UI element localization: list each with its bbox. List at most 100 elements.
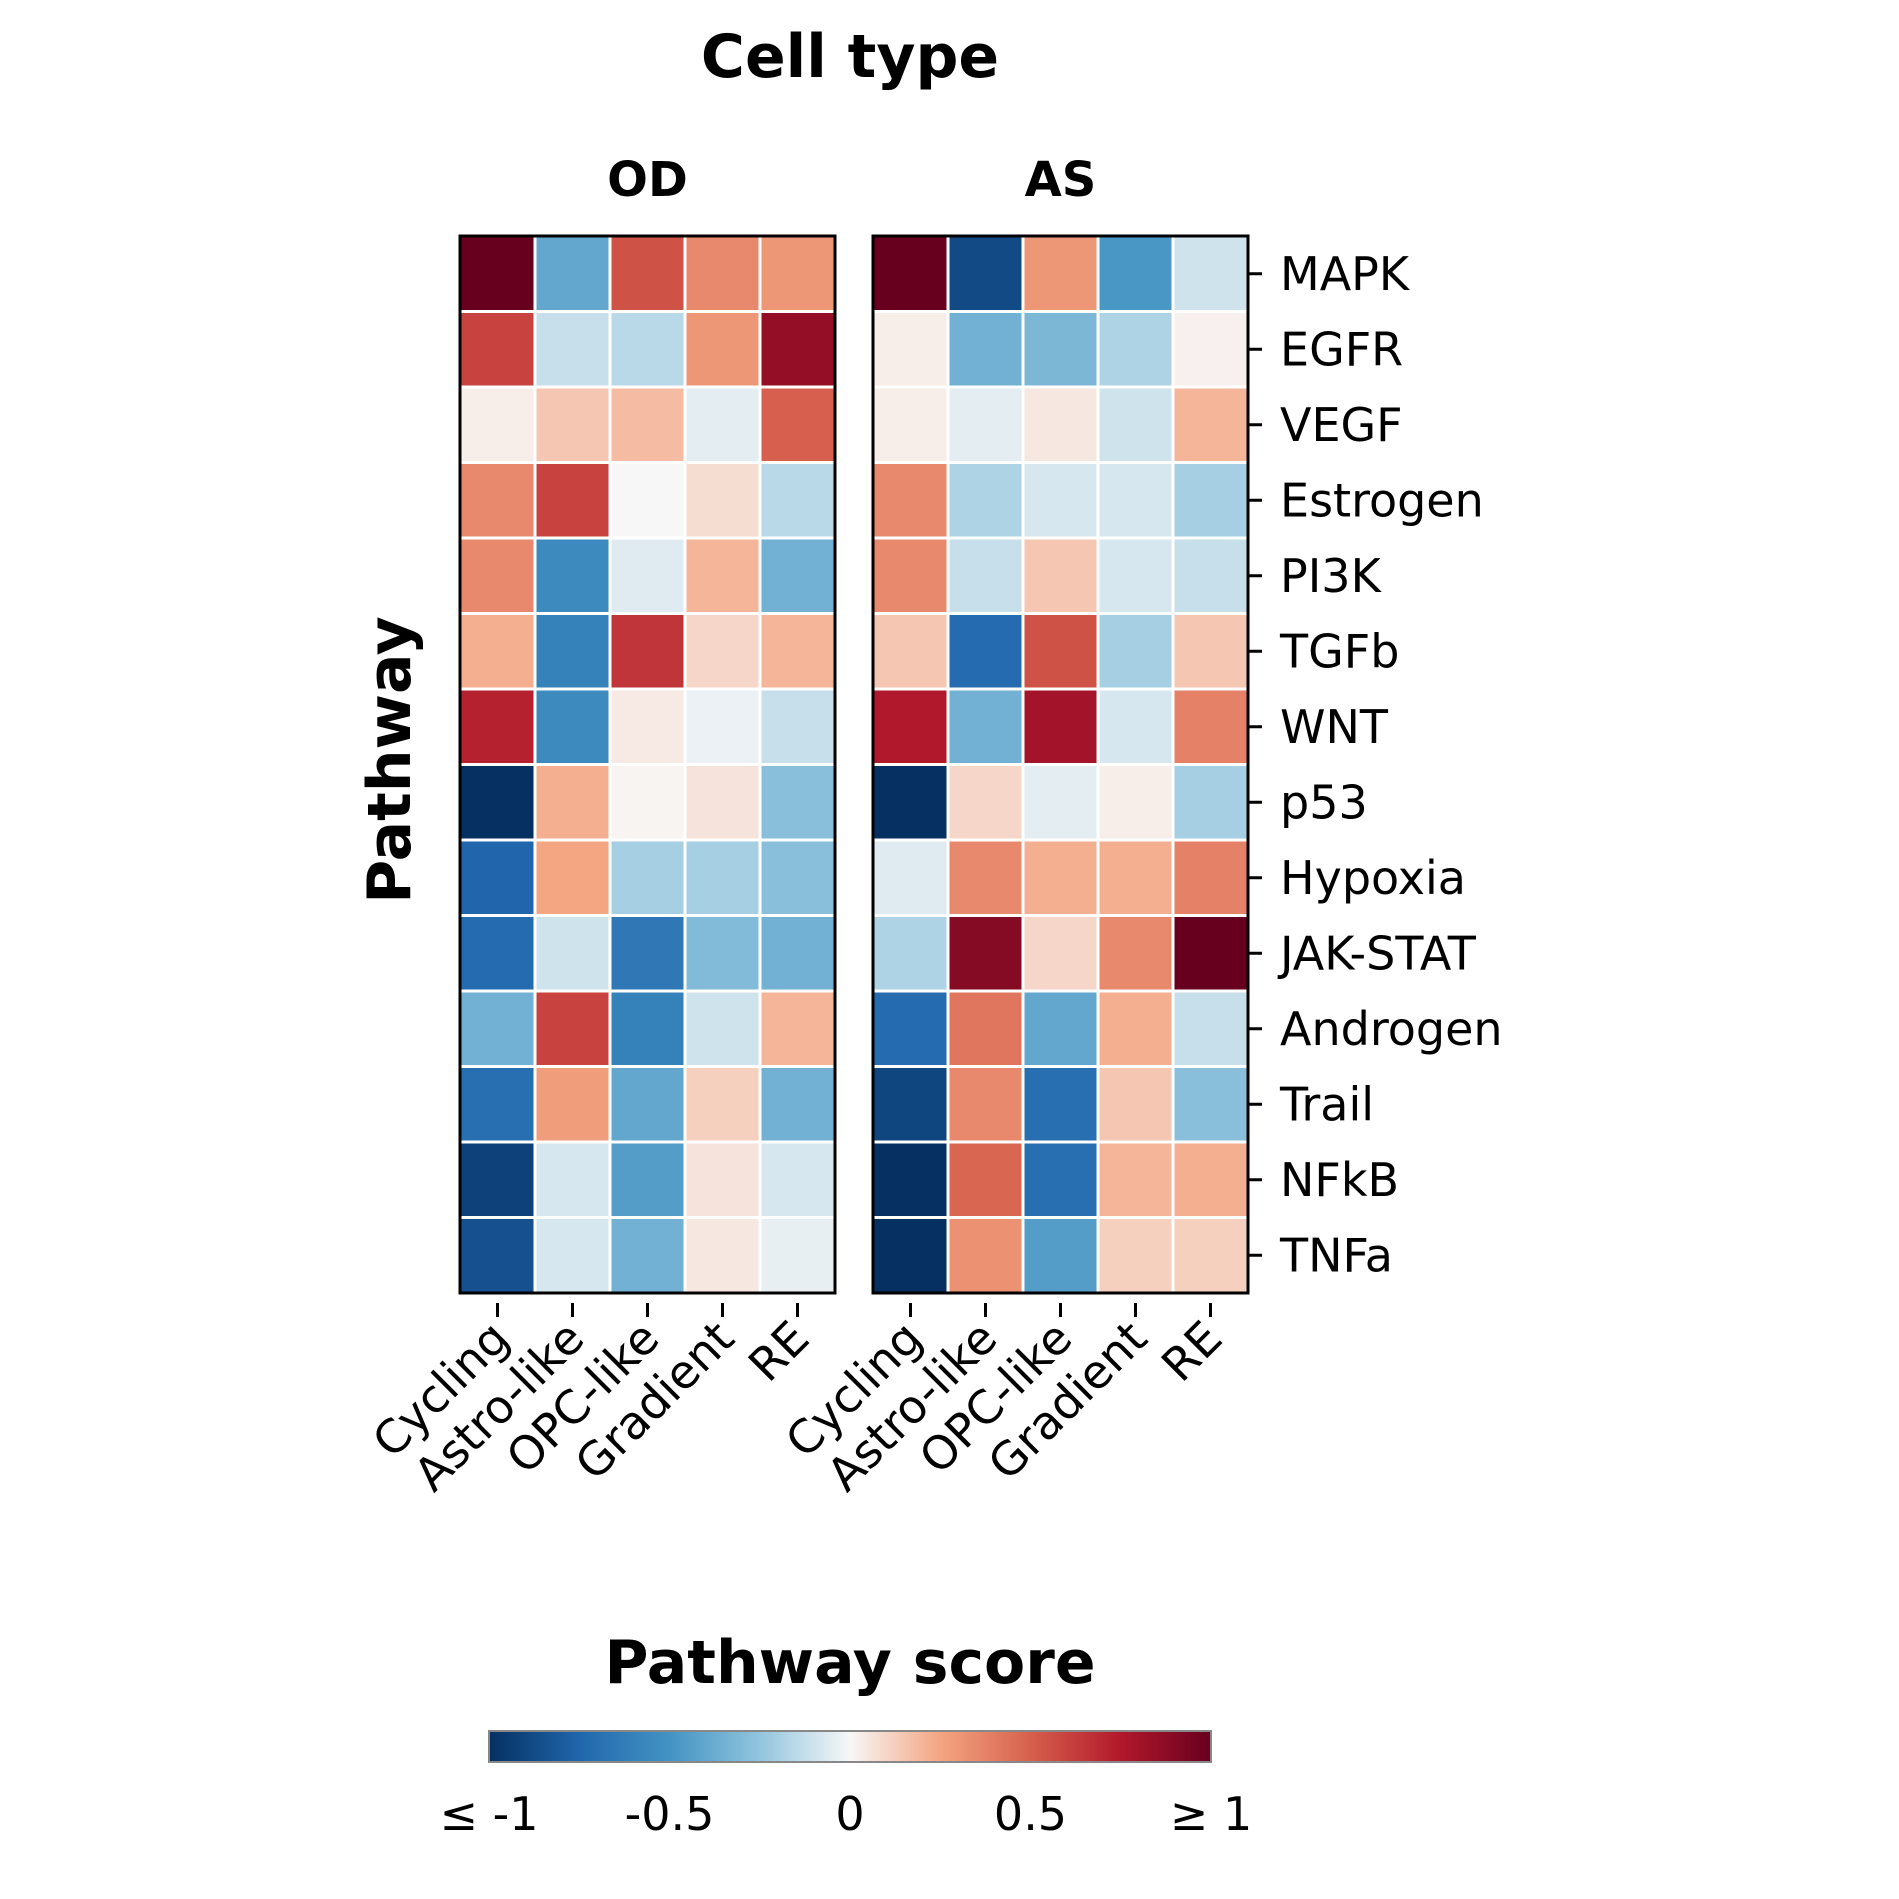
heatmap-cell: [946, 838, 1025, 917]
heatmap-cell: [683, 310, 762, 389]
heatmap-panels: ODCyclingAstro-likeOPC-likeGradientREASC…: [362, 152, 1503, 1501]
heatmap-cell: [683, 385, 762, 464]
heatmap-cell: [1171, 461, 1250, 540]
y-tick-label: PI3K: [1280, 549, 1383, 603]
heatmap-cell: [1096, 1216, 1175, 1295]
heatmap-cell: [683, 234, 762, 313]
heatmap-cell: [946, 687, 1025, 766]
heatmap-cell: [533, 687, 612, 766]
heatmap-cell: [683, 612, 762, 691]
heatmap-cell: [1021, 1216, 1100, 1295]
heatmap-cell: [533, 536, 612, 615]
heatmap-cell: [946, 461, 1025, 540]
heatmap-cell: [1171, 612, 1250, 691]
heatmap-cell: [1096, 914, 1175, 993]
colorbar-tick-label: 0: [835, 1787, 864, 1841]
heatmap-cell: [871, 1140, 950, 1219]
colorbar-title: Pathway score: [604, 1628, 1095, 1698]
colorbar-tick-label: 0.5: [994, 1787, 1067, 1841]
heatmap-cell: [458, 612, 537, 691]
heatmap-cell: [871, 914, 950, 993]
heatmap-cell: [1171, 763, 1250, 842]
heatmap-cell: [1171, 838, 1250, 917]
heatmap-cell: [608, 385, 687, 464]
x-tick-label: RE: [738, 1311, 819, 1392]
heatmap-cell: [608, 310, 687, 389]
heatmap-cell: [1021, 385, 1100, 464]
heatmap-cell: [608, 838, 687, 917]
y-tick-label: Hypoxia: [1280, 851, 1466, 905]
heatmap-cell: [533, 1065, 612, 1144]
heatmap-cell: [946, 234, 1025, 313]
heatmap-cell: [946, 1140, 1025, 1219]
heatmap-cell: [1021, 310, 1100, 389]
heatmap-cell: [458, 310, 537, 389]
heatmap-cell: [871, 536, 950, 615]
y-tick-label: Androgen: [1280, 1002, 1503, 1056]
heatmap-cell: [946, 612, 1025, 691]
heatmap-cell: [1171, 536, 1250, 615]
colorbar-gradient: [488, 1730, 1212, 1763]
heatmap-cell: [533, 234, 612, 313]
heatmap-cell: [458, 1065, 537, 1144]
heatmap-cell: [458, 914, 537, 993]
heatmap-cell: [871, 1065, 950, 1144]
heatmap-cell: [608, 914, 687, 993]
heatmap-cell: [1171, 1140, 1250, 1219]
heatmap-cell: [683, 461, 762, 540]
heatmap-cell: [1096, 1065, 1175, 1144]
heatmap-cell: [871, 612, 950, 691]
y-tick-label: TGFb: [1279, 624, 1399, 678]
heatmap-cell: [608, 687, 687, 766]
heatmap-cell: [758, 1065, 837, 1144]
heatmap-cell: [683, 1140, 762, 1219]
heatmap-cell: [1096, 461, 1175, 540]
heatmap-cell: [683, 687, 762, 766]
heatmap-cell: [1096, 536, 1175, 615]
heatmap-cell: [1171, 914, 1250, 993]
heatmap-cell: [1171, 310, 1250, 389]
heatmap-cell: [608, 989, 687, 1068]
heatmap-cell: [946, 310, 1025, 389]
heatmap-cell: [608, 536, 687, 615]
heatmap-cell: [946, 1216, 1025, 1295]
heatmap-cell: [871, 989, 950, 1068]
heatmap-cell: [946, 536, 1025, 615]
heatmap-cell: [1021, 687, 1100, 766]
heatmap-cell: [871, 1216, 950, 1295]
heatmap-cell: [533, 461, 612, 540]
heatmap-cell: [533, 838, 612, 917]
heatmap-cell: [1096, 838, 1175, 917]
heatmap-cell: [458, 687, 537, 766]
heatmap-cell: [458, 1216, 537, 1295]
y-tick-label: p53: [1280, 775, 1368, 829]
row-labels: MAPK EGFR VEGF Estrogen PI3K TGFb WNT p53 Hypoxi…: [1248, 247, 1503, 1282]
heatmap-cell: [1096, 385, 1175, 464]
heatmap-cell: [946, 385, 1025, 464]
heatmap-cell: [946, 1065, 1025, 1144]
heatmap-cell: [871, 310, 950, 389]
heatmap-cell: [758, 1140, 837, 1219]
heatmap-cell: [608, 1065, 687, 1144]
heatmap-cell: [946, 989, 1025, 1068]
heatmap-cell: [458, 838, 537, 917]
heatmap-cell: [458, 989, 537, 1068]
heatmap-cell: [871, 385, 950, 464]
heatmap-cell: [758, 763, 837, 842]
colorbar: Pathway score ≤ -1 -0.5 0 0.5 ≥ 1: [439, 1628, 1252, 1841]
heatmap-cell: [1171, 1216, 1250, 1295]
y-tick-label: NFkB: [1280, 1153, 1399, 1207]
y-tick-label: Trail: [1279, 1077, 1374, 1131]
heatmap-cell: [1021, 914, 1100, 993]
heatmap-cell: [758, 536, 837, 615]
heatmap-cell: [1096, 234, 1175, 313]
heatmap-cell: [683, 914, 762, 993]
y-tick-label: JAK-STAT: [1277, 926, 1477, 980]
heatmap-cell: [683, 989, 762, 1068]
panel-frame: [458, 234, 837, 1295]
y-tick-label: Estrogen: [1280, 473, 1484, 527]
heatmap-cell: [458, 1140, 537, 1219]
heatmap-cell: [946, 914, 1025, 993]
